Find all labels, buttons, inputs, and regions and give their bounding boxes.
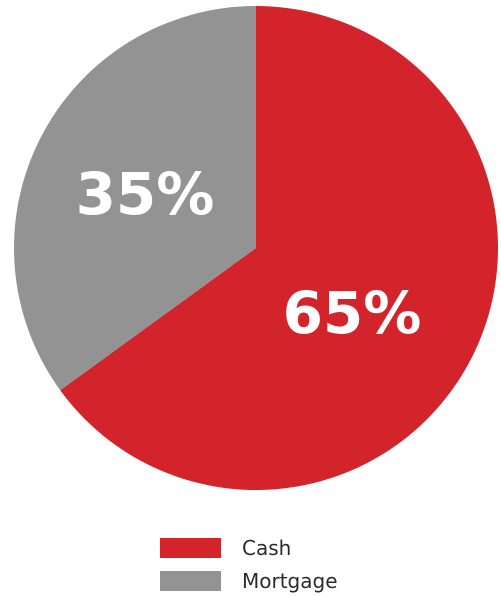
pie-slice-labels: 65% 35% [76, 160, 422, 347]
legend-swatch-cash [160, 538, 221, 558]
slice-label-mortgage: 35% [76, 160, 215, 228]
legend-label-cash: Cash [242, 536, 291, 560]
pie-slice-mortgage [14, 6, 256, 391]
legend-swatch-mortgage [160, 571, 221, 591]
slice-label-cash: 65% [283, 279, 422, 347]
chart-legend: Cash Mortgage [160, 536, 338, 593]
legend-label-mortgage: Mortgage [242, 569, 338, 593]
pie-slice-cash [60, 6, 498, 491]
pie-slices [14, 6, 498, 491]
